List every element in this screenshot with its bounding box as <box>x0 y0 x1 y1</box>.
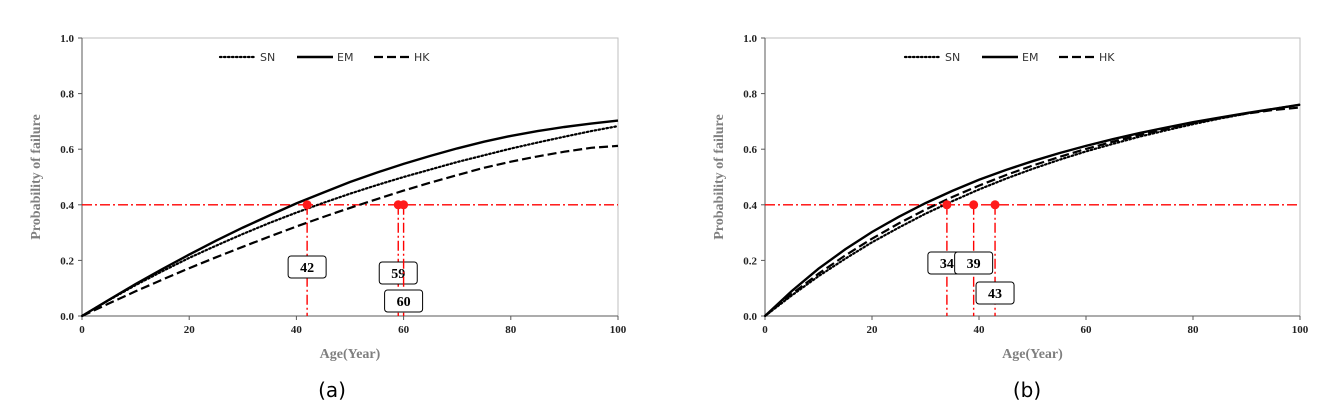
legend-label-sn: SN <box>260 51 275 64</box>
x-tick-label: 100 <box>610 324 627 336</box>
y-tick-label: 0.0 <box>743 311 757 323</box>
marker-point <box>990 200 1000 210</box>
series-line-sn <box>80 124 620 318</box>
panel-caption: (b) <box>1013 378 1041 402</box>
legend-label-hk: HK <box>414 51 430 64</box>
series-line-hk <box>81 144 619 317</box>
x-tick-label: 0 <box>79 324 85 336</box>
x-tick-label: 20 <box>184 324 196 336</box>
y-tick-label: 0.6 <box>743 144 757 156</box>
x-tick-label: 80 <box>1188 324 1200 336</box>
series-line-em <box>81 119 619 318</box>
y-tick-label: 0.4 <box>743 200 757 212</box>
x-tick-label: 80 <box>505 324 517 336</box>
marker-callout-label: 59 <box>391 267 405 282</box>
series-line-hk <box>764 106 1301 317</box>
legend-label-em: EM <box>1022 51 1038 64</box>
x-tick-label: 60 <box>398 324 410 336</box>
x-tick-label: 100 <box>1292 324 1309 336</box>
y-tick-label: 0.2 <box>60 255 74 267</box>
legend-label-hk: HK <box>1099 51 1115 64</box>
series-line-em <box>764 103 1301 317</box>
x-tick-label: 60 <box>1081 324 1093 336</box>
x-tick-label: 40 <box>291 324 303 336</box>
x-tick-label: 0 <box>762 324 768 336</box>
series-line-sn <box>763 103 1302 318</box>
y-axis-label: Probability of failure <box>712 114 727 239</box>
marker-point <box>942 200 952 210</box>
marker-callout-box <box>954 251 994 275</box>
y-tick-label: 0.8 <box>743 89 757 101</box>
y-tick-label: 1.0 <box>60 33 74 45</box>
y-tick-label: 0.8 <box>60 89 74 101</box>
legend-label-sn: SN <box>945 51 960 64</box>
marker-callout-box <box>384 289 424 313</box>
marker-point <box>399 200 409 210</box>
marker-callout-label: 34 <box>940 257 954 272</box>
marker-point <box>302 200 312 210</box>
marker-callout-label: 43 <box>988 287 1002 302</box>
marker-callout-label: 42 <box>300 261 314 276</box>
y-tick-label: 0.2 <box>743 255 757 267</box>
panel-caption: (a) <box>318 378 346 402</box>
marker-callout-box <box>378 261 418 285</box>
plot-area <box>764 37 1301 317</box>
x-axis-label: Age(Year) <box>1002 347 1063 362</box>
y-tick-label: 1.0 <box>743 33 757 45</box>
y-axis-label: Probability of failure <box>29 114 44 239</box>
plot-area <box>81 37 619 317</box>
marker-point <box>969 200 979 210</box>
legend-label-em: EM <box>337 51 353 64</box>
marker-callout-box <box>975 281 1015 305</box>
marker-callout-label: 39 <box>967 257 981 272</box>
marker-callout-box <box>287 255 327 279</box>
chart-panel-1: 0.0 0.2 0.4 0.6 0.8 1.0 0 20 40 60 80 100 Age(Year) P… <box>29 33 627 362</box>
marker-callout-label: 60 <box>397 295 411 310</box>
x-axis-label: Age(Year) <box>320 347 381 362</box>
y-tick-label: 0.0 <box>60 311 74 323</box>
y-tick-label: 0.6 <box>60 144 74 156</box>
chart-panel-2: 0.0 0.2 0.4 0.6 0.8 1.0 0 20 40 60 80 100 Age(Year) P… <box>712 33 1309 362</box>
y-tick-label: 0.4 <box>60 200 74 212</box>
x-tick-label: 40 <box>974 324 986 336</box>
x-tick-label: 20 <box>867 324 879 336</box>
